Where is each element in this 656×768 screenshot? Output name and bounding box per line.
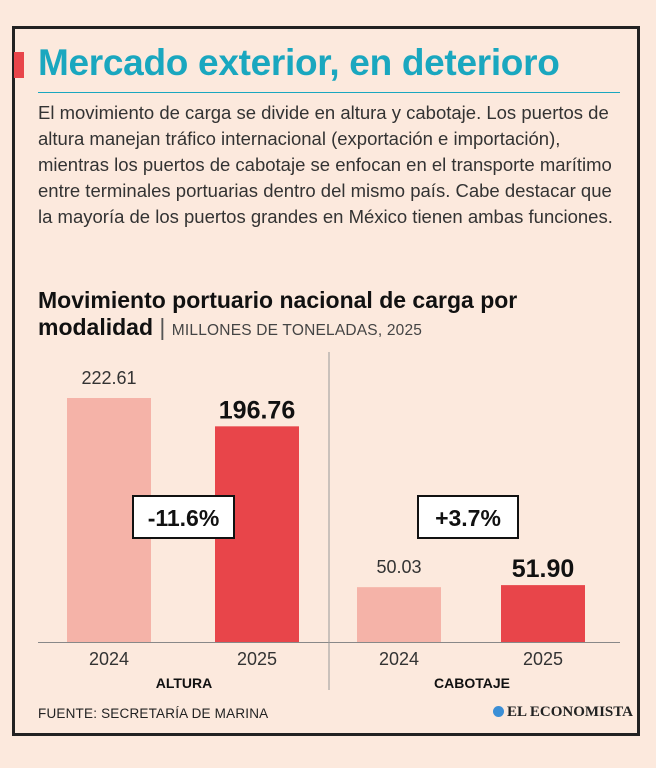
- x-tick-label: 2025: [523, 649, 563, 669]
- bar-cabotaje-2024: [357, 587, 441, 642]
- title-rule: [38, 92, 620, 93]
- chart-title: Movimiento portuario nacional de carga p…: [38, 287, 518, 340]
- data-label: 222.61: [81, 368, 136, 388]
- chart-title-separator: |: [159, 314, 166, 340]
- logo-text: EL ECONOMISTA: [507, 704, 633, 720]
- change-badge-label: -11.6%: [148, 505, 220, 531]
- infographic-frame: [12, 26, 640, 736]
- group-label: ALTURA: [156, 675, 213, 691]
- chart-unit-label: MILLONES DE TONELADAS, 2025: [171, 322, 423, 339]
- x-tick-label: 2024: [89, 649, 129, 669]
- chart-heading: Movimiento portuario nacional de carga p…: [38, 287, 628, 344]
- change-badge: [417, 495, 519, 539]
- publisher-logo: EL ECONOMISTA: [493, 704, 633, 721]
- data-label: 196.76: [219, 396, 295, 424]
- logo-icon: [493, 706, 504, 717]
- change-badge-label: +3.7%: [435, 505, 501, 531]
- bar-cabotaje-2025: [501, 585, 585, 642]
- title-accent-bar: [14, 52, 24, 78]
- page-title: Mercado exterior, en deterioro: [38, 42, 560, 83]
- data-label: 51.90: [512, 555, 575, 583]
- intro-paragraph: El movimiento de carga se divide en altu…: [38, 102, 613, 227]
- change-badge: [132, 495, 235, 539]
- source-note: FUENTE: SECRETARÍA DE MARINA: [38, 706, 269, 721]
- data-label: 50.03: [376, 557, 421, 577]
- group-label: CABOTAJE: [434, 675, 510, 691]
- x-tick-label: 2025: [237, 649, 277, 669]
- x-tick-label: 2024: [379, 649, 419, 669]
